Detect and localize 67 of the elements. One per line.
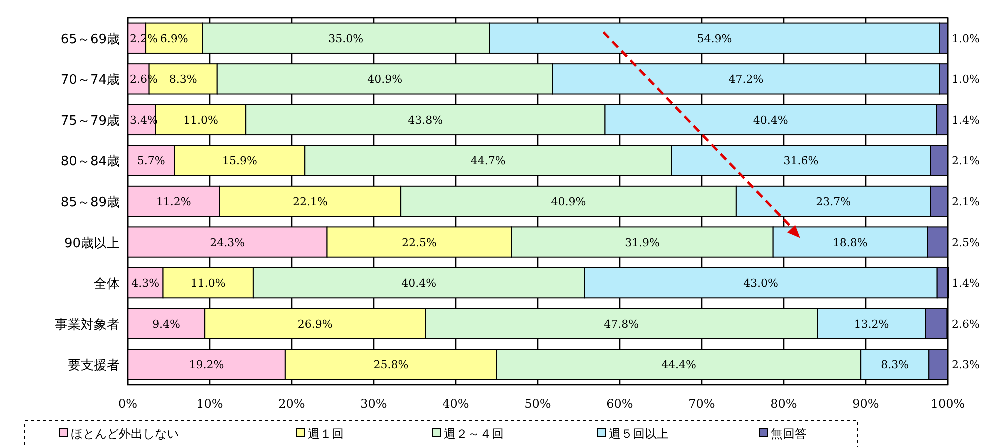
data-label: 6.9% <box>160 32 188 46</box>
y-tick-label: 85～89歳 <box>60 196 120 210</box>
x-tick-label: 50% <box>524 397 552 411</box>
data-label: 25.8% <box>374 358 409 372</box>
data-label: 1.0% <box>952 32 980 46</box>
data-label: 47.2% <box>728 73 764 86</box>
data-label: 2.6% <box>952 318 980 331</box>
x-tick-label: 60% <box>606 397 634 411</box>
data-label: 8.3% <box>881 358 910 372</box>
data-label: 1.4% <box>952 114 980 127</box>
data-label: 15.9% <box>222 154 258 168</box>
data-label: 35.0% <box>328 32 364 46</box>
data-label: 9.4% <box>152 318 181 331</box>
y-tick-label: 70～74歳 <box>60 73 120 88</box>
y-tick-label: 要支援者 <box>68 358 120 374</box>
data-label: 44.4% <box>662 358 697 372</box>
y-tick-label: 75～79歳 <box>60 114 120 129</box>
data-label: 1.4% <box>952 277 980 290</box>
y-tick-label: 事業対象者 <box>55 316 120 333</box>
x-tick-label: 0% <box>118 397 138 411</box>
data-label: 22.5% <box>402 236 437 250</box>
data-label: 40.4% <box>402 277 437 290</box>
data-label: 19.2% <box>189 358 224 372</box>
data-label: 47.8% <box>604 318 640 331</box>
data-label: 2.3% <box>952 358 980 372</box>
x-tick-label: 80% <box>770 397 798 411</box>
data-label: 40.9% <box>551 196 586 208</box>
data-label: 13.2% <box>854 318 890 331</box>
data-label: 2.1% <box>952 196 980 208</box>
y-tick-label: 80～84歳 <box>60 154 120 170</box>
x-tick-label: 70% <box>688 397 716 411</box>
data-label: 40.9% <box>368 73 403 86</box>
x-tick-label: 100% <box>930 397 966 411</box>
legend-label: 無回答 <box>771 427 807 441</box>
data-label: 54.9% <box>697 32 732 46</box>
data-label: 24.3% <box>210 236 246 250</box>
data-label: 43.0% <box>744 277 779 290</box>
legend-label: 週２～４回 <box>444 427 504 441</box>
x-tick-label: 30% <box>360 397 388 411</box>
y-tick-label: 90歳以上 <box>64 236 120 252</box>
data-label: 11.2% <box>156 196 192 208</box>
data-label: 23.7% <box>816 196 852 208</box>
data-label: 5.7% <box>137 154 166 168</box>
data-label: 11.0% <box>190 277 226 290</box>
data-label: 2.1% <box>952 154 980 168</box>
data-label: 31.6% <box>784 154 819 168</box>
data-label: 31.9% <box>625 236 660 250</box>
x-tick-label: 10% <box>196 397 224 411</box>
y-tick-label: 65～69歳 <box>60 32 120 48</box>
legend-label: 週５回以上 <box>609 427 669 441</box>
data-label: 8.3% <box>169 73 198 86</box>
legend-label: 週１回 <box>308 427 344 441</box>
data-label: 1.0% <box>952 73 980 86</box>
x-tick-label: 20% <box>278 397 306 411</box>
data-label: 22.1% <box>292 196 328 208</box>
data-label: 2.5% <box>952 236 980 250</box>
legend-label: ほとんど外出しない <box>71 427 179 441</box>
data-label: 43.8% <box>408 114 444 127</box>
x-tick-label: 40% <box>442 397 470 411</box>
data-label: 4.3% <box>132 277 160 290</box>
data-label: 44.7% <box>470 154 506 168</box>
data-label: 11.0% <box>184 114 218 127</box>
x-tick-label: 90% <box>852 397 880 411</box>
y-tick-label: 全体 <box>94 277 120 292</box>
data-label: 26.9% <box>298 318 333 331</box>
data-label: 40.4% <box>753 114 788 127</box>
data-label: 18.8% <box>832 236 868 250</box>
